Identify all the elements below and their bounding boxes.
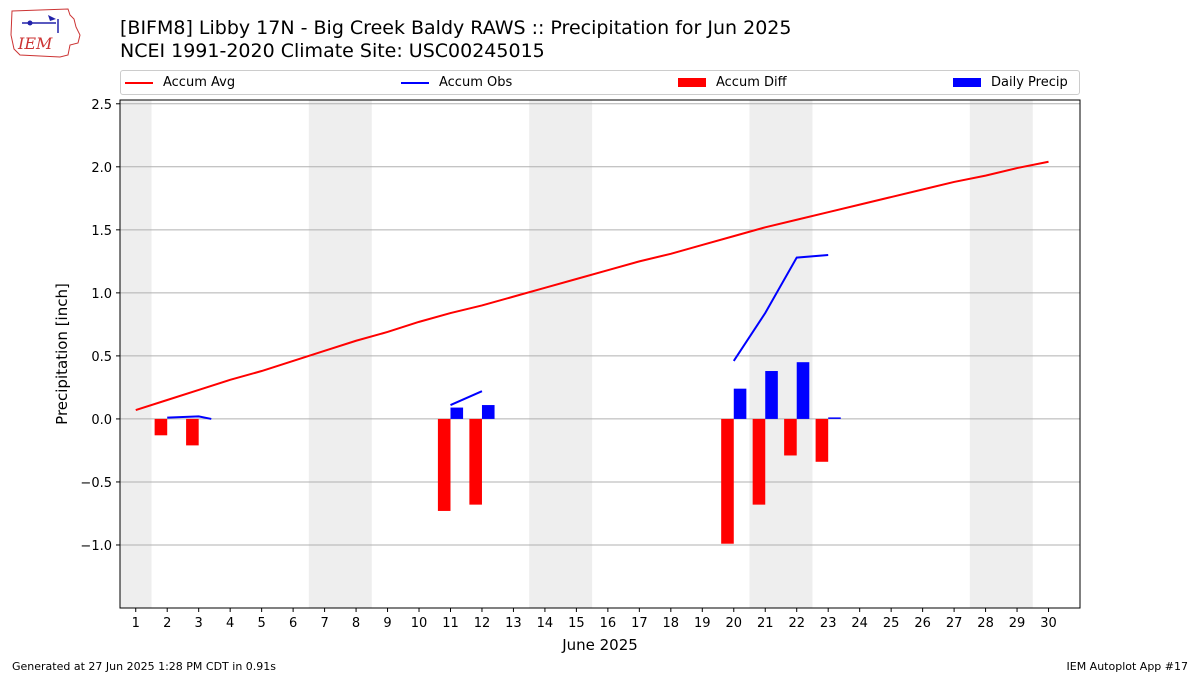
- x-tick-label-4: 4: [226, 616, 234, 631]
- footer-generated: Generated at 27 Jun 2025 1:28 PM CDT in …: [12, 660, 277, 673]
- legend-item-accum-avg: Accum Avg: [125, 71, 235, 94]
- y-tick-label-2: 0.0: [91, 413, 112, 428]
- weekend-band-3: [749, 100, 813, 608]
- legend-swatch-accum-obs: [401, 81, 429, 84]
- accum-diff-bar-day-12: [469, 418, 482, 505]
- x-tick-label-1: 1: [132, 616, 140, 631]
- logo-text: IEM: [17, 34, 53, 53]
- x-tick-label-26: 26: [914, 616, 931, 631]
- legend-swatch-accum-diff: [678, 78, 706, 87]
- legend-item-daily-precip: Daily Precip: [953, 71, 1068, 94]
- legend-label-accum-avg: Accum Avg: [163, 75, 236, 90]
- x-tick-label-29: 29: [1009, 616, 1026, 631]
- y-axis: −1.0 −0.5 0.0 0.5 1.0 1.5 2.0 2.5: [80, 98, 120, 554]
- y-tick-label-1: −0.5: [80, 476, 112, 491]
- y-axis-label: Precipitation [inch]: [53, 283, 71, 425]
- accum-diff-bar-day-22: [784, 418, 797, 456]
- x-tick-label-7: 7: [320, 616, 328, 631]
- chart-subtitle: NCEI 1991-2020 Climate Site: USC00245015: [120, 40, 545, 62]
- legend-label-accum-diff: Accum Diff: [716, 75, 787, 90]
- daily-precip-bar-day-12: [481, 405, 495, 419]
- accum-diff-bar-day-2: [154, 418, 168, 436]
- x-tick-label-22: 22: [788, 616, 805, 631]
- daily-precip-bar-day-20: [733, 388, 747, 419]
- weekend-band-0: [120, 100, 152, 608]
- accum-diff-bar-day-23: [815, 418, 829, 462]
- x-tick-label-23: 23: [820, 616, 837, 631]
- daily-precip-bar-day-11: [450, 407, 464, 419]
- daily-precip-bar-day-22: [796, 362, 810, 419]
- plot-frame: [119, 99, 1081, 609]
- legend-swatch-accum-avg: [125, 81, 153, 84]
- accum-diff-bar-day-3: [186, 418, 199, 446]
- accum-obs-line-0: [167, 415, 212, 420]
- legend-swatch-daily-precip: [953, 78, 981, 87]
- x-tick-label-2: 2: [163, 616, 171, 631]
- x-tick-label-27: 27: [946, 616, 963, 631]
- x-tick-label-25: 25: [883, 616, 900, 631]
- y-tick-label-0: −1.0: [80, 539, 112, 554]
- x-tick-label-19: 19: [694, 616, 711, 631]
- daily-precip-bar-day-23: [828, 417, 841, 419]
- accum-avg-line: [135, 160, 1049, 412]
- accum-diff-bar-day-11: [437, 418, 451, 511]
- bars: [154, 362, 841, 544]
- x-tick-label-9: 9: [383, 616, 391, 631]
- x-tick-label-6: 6: [289, 616, 297, 631]
- legend-item-accum-obs: Accum Obs: [401, 71, 512, 94]
- x-tick-label-30: 30: [1040, 616, 1057, 631]
- x-tick-label-24: 24: [851, 616, 868, 631]
- legend-label-daily-precip: Daily Precip: [991, 75, 1068, 90]
- legend: Accum Avg Accum Obs Accum Diff Daily Pre…: [120, 70, 1080, 95]
- x-tick-label-10: 10: [411, 616, 428, 631]
- accum-obs-line-2: [732, 254, 829, 362]
- iem-logo: IEM: [10, 8, 81, 58]
- weekend-shading: [120, 100, 1033, 608]
- x-tick-label-3: 3: [195, 616, 203, 631]
- x-axis-label: June 2025: [561, 636, 638, 654]
- x-tick-label-17: 17: [631, 616, 648, 631]
- weekend-band-4: [969, 100, 1033, 608]
- legend-label-accum-obs: Accum Obs: [439, 75, 513, 90]
- x-tick-label-12: 12: [474, 616, 491, 631]
- weekend-band-2: [529, 100, 593, 608]
- x-tick-label-13: 13: [505, 616, 522, 631]
- x-tick-label-16: 16: [600, 616, 617, 631]
- y-tick-label-7: 2.5: [91, 98, 112, 113]
- series-lines: [135, 160, 1049, 420]
- y-tick-label-3: 0.5: [91, 350, 112, 365]
- accum-diff-bar-day-21: [752, 418, 766, 505]
- y-tick-label-6: 2.0: [91, 161, 112, 176]
- weekend-band-1: [308, 100, 372, 608]
- x-tick-label-8: 8: [352, 616, 360, 631]
- x-tick-label-14: 14: [537, 616, 554, 631]
- grid-lines: [120, 103, 1080, 546]
- x-tick-label-5: 5: [257, 616, 265, 631]
- x-tick-label-15: 15: [568, 616, 585, 631]
- x-axis: 1 2 3 4 5 6 7 8 9 10 11 12 13 14 15 16 17 18 19 20 21 22 23 24 2…: [132, 608, 1057, 631]
- legend-item-accum-diff: Accum Diff: [678, 71, 787, 94]
- accum-obs-line-1: [450, 390, 483, 406]
- x-tick-label-11: 11: [442, 616, 459, 631]
- x-tick-label-20: 20: [725, 616, 742, 631]
- footer-app: IEM Autoplot App #17: [1066, 660, 1189, 673]
- x-tick-label-21: 21: [757, 616, 774, 631]
- x-tick-label-28: 28: [977, 616, 994, 631]
- daily-precip-bar-day-21: [765, 371, 778, 419]
- y-tick-label-4: 1.0: [91, 287, 112, 302]
- y-tick-label-5: 1.5: [91, 224, 112, 239]
- accum-diff-bar-day-20: [721, 418, 734, 544]
- chart-title: [BIFM8] Libby 17N - Big Creek Baldy RAWS…: [120, 17, 792, 39]
- x-tick-label-18: 18: [663, 616, 680, 631]
